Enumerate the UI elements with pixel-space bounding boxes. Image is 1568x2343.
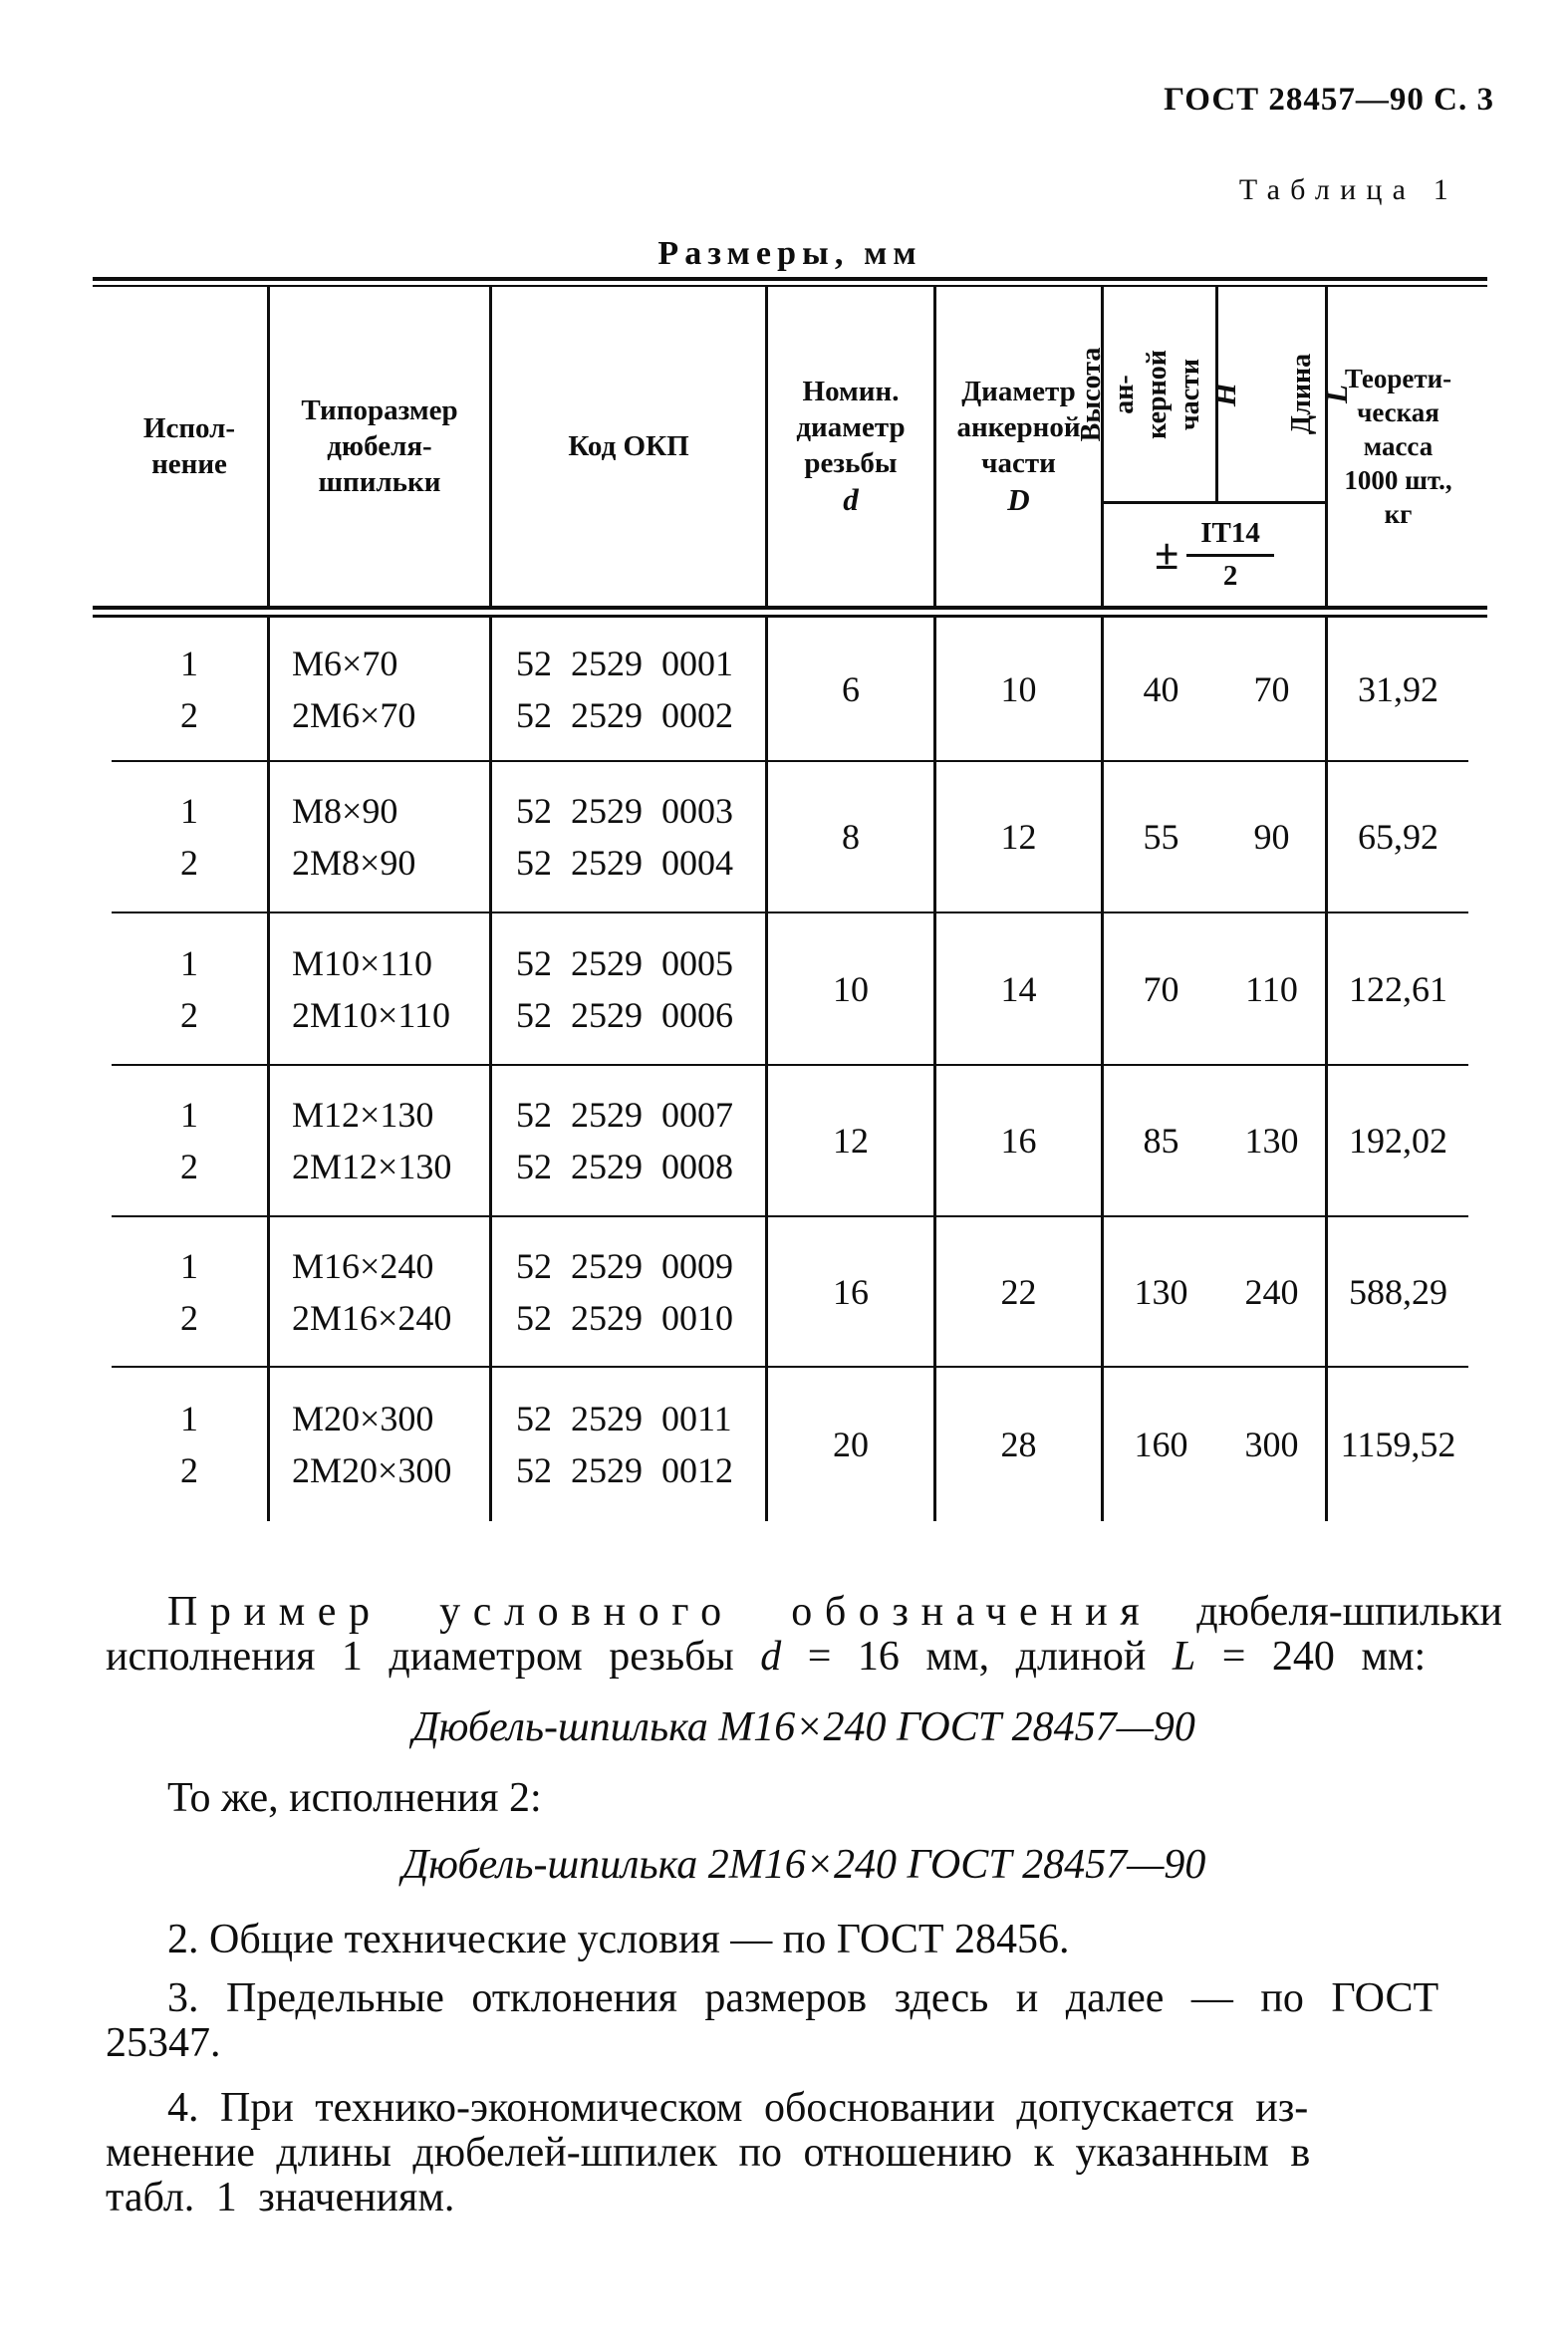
header-anchor-D-label: Диаметр анкерной части (956, 376, 1081, 479)
header-height-H-symbol: Н (1207, 382, 1242, 406)
header-mass: Теорети- ческая масса 1000 шт., кг (1325, 287, 1468, 606)
cell-H: 130 (1134, 1271, 1188, 1312)
header-length-L-symbol: L (1319, 385, 1354, 403)
symbol-d: d (760, 1634, 782, 1680)
cell-H-L: 55 90 (1101, 762, 1325, 913)
header-kod-okp: Код ОКП (489, 287, 765, 606)
cell-okp: 52 2529 0003 52 2529 0004 (489, 762, 765, 913)
designation-example-2: Дюбель-шпилька 2М16×240 ГОСТ 28457—90 (401, 1842, 1206, 1888)
table-body: 1 2 М6×70 2М6×70 52 2529 0001 52 2529 00… (112, 618, 1468, 1521)
table-caption: Таблица 1 (1238, 173, 1458, 206)
clause-4: 4. При технико-экономическом обосновании… (106, 2085, 1311, 2220)
table-title: Размеры, мм (657, 235, 922, 272)
designation-example-1: Дюбель-шпилька М16×240 ГОСТ 28457—90 (412, 1704, 1195, 1750)
cell-L: 110 (1245, 968, 1298, 1009)
cell-ispolnenie: 1 2 (180, 1399, 198, 1490)
example-text-a: дюбеля-шпильки исполнения 1 диаметром ре… (106, 1589, 1502, 1680)
cell-L: 240 (1244, 1271, 1299, 1312)
cell-H-L: 130 240 (1101, 1217, 1325, 1368)
cell-D: 22 (933, 1217, 1101, 1368)
cell-mass: 192,02 (1325, 1066, 1468, 1217)
tolerance-numerator: IT14 (1186, 517, 1274, 557)
tolerance-cell: ± IT14 2 (1104, 501, 1325, 606)
cell-D: 12 (933, 762, 1101, 913)
table-header-row: Испол- нение Типоразмер дюбеля- шпильки … (112, 287, 1468, 606)
header-anchor-D: Диаметр анкерной части D (933, 287, 1101, 606)
cell-H-L: 85 130 (1101, 1066, 1325, 1217)
table-top-rule (93, 277, 1487, 287)
cell-ispolnenie: 1 2 (112, 913, 267, 1066)
cell-D: 14 (933, 913, 1101, 1066)
tolerance-denominator: 2 (1222, 560, 1238, 592)
cell-okp: 52 2529 0005 52 2529 0006 (489, 913, 765, 1066)
cell-H-L: 70 110 (1101, 913, 1325, 1066)
cell-d: 10 (765, 913, 933, 1066)
cell-mass: 122,61 (1325, 913, 1468, 1066)
cell-d: 8 (765, 762, 933, 913)
cell-d: 20 (765, 1368, 933, 1521)
cell-D: 28 (933, 1368, 1101, 1521)
cell-okp: 52 2529 0001 52 2529 0002 (489, 618, 765, 762)
cell-size: М6×70 2М6×70 (267, 618, 489, 762)
header-length-L-label: Длина (1286, 353, 1317, 435)
cell-H-L: 40 70 (1101, 618, 1325, 762)
cell-ispolnenie: 1 2 (112, 1217, 267, 1368)
cell-size: М20×300 2М20×300 (267, 1368, 489, 1521)
cell-H-L: 160 300 (1101, 1368, 1325, 1521)
designation-example-paragraph: Пример условного обозначения дюбеля-шпил… (106, 1590, 1502, 1680)
header-nominal-d-symbol: d (843, 482, 859, 517)
header-H-L-labels: Высота ан- керной части Н Длина L (1076, 287, 1354, 501)
cell-H: 55 (1143, 817, 1179, 857)
cell-L: 300 (1244, 1425, 1299, 1464)
cell-d: 6 (765, 618, 933, 762)
cell-H: 40 (1143, 668, 1179, 709)
header-nominal-d-label: Номин. диаметр резьбы (796, 376, 906, 479)
tolerance-fraction: IT14 2 (1186, 517, 1274, 594)
cell-H: 85 (1143, 1121, 1179, 1161)
clause-2: 2. Общие технические условия — по ГОСТ 2… (167, 1917, 1070, 1962)
cell-L: 90 (1253, 817, 1290, 857)
cell-mass: 31,92 (1325, 618, 1468, 762)
plus-minus-sign: ± (1155, 530, 1179, 579)
symbol-L: L (1172, 1634, 1196, 1680)
header-ispolnenie: Испол- нение (142, 412, 236, 480)
example-lead-in: Пример условного обозначения (167, 1589, 1153, 1635)
header-height-H-label: Высота ан- керной части (1076, 347, 1205, 441)
header-tiporazmer: Типоразмер дюбеля- шпильки (267, 287, 489, 606)
cell-H: 70 (1143, 968, 1179, 1009)
cell-D: 10 (933, 618, 1101, 762)
header-anchor-D-symbol: D (1007, 482, 1030, 517)
notes-block: Пример условного обозначения дюбеля-шпил… (106, 1590, 1502, 2220)
cell-okp: 52 2529 0007 52 2529 0008 (489, 1066, 765, 1217)
cell-okp: 52 2529 0009 52 2529 0010 (489, 1217, 765, 1368)
cell-d: 16 (765, 1217, 933, 1368)
cell-ispolnenie: 1 2 (112, 1066, 267, 1217)
cell-mass: 65,92 (1325, 762, 1468, 913)
header-nominal-d: Номин. диаметр резьбы d (765, 287, 933, 606)
cell-mass: 588,29 (1325, 1217, 1468, 1368)
cell-size: М8×90 2М8×90 (267, 762, 489, 913)
doc-reference: ГОСТ 28457—90 С. 3 (1164, 82, 1494, 118)
same-for-version-2: То же, исполнения 2: (167, 1775, 542, 1821)
cell-H: 160 (1134, 1425, 1188, 1464)
dimension-table: Испол- нение Типоразмер дюбеля- шпильки … (93, 277, 1487, 1521)
cell-d: 12 (765, 1066, 933, 1217)
cell-ispolnenie: 1 2 (112, 618, 267, 762)
cell-L: 130 (1244, 1121, 1299, 1161)
cell-ispolnenie: 1 2 (112, 762, 267, 913)
header-H-L-group: Высота ан- керной части Н Длина L ± IT14 2 (1076, 287, 1354, 606)
example-text-c: = 240 мм: (1195, 1634, 1427, 1680)
cell-size: М12×130 2М12×130 (267, 1066, 489, 1217)
example-text-b: = 16 мм, длиной (781, 1634, 1173, 1680)
cell-size: М10×110 2М10×110 (267, 913, 489, 1066)
header-height-H: Высота ан- керной части Н (1076, 287, 1242, 501)
header-bottom-rule (93, 606, 1487, 618)
cell-mass: 1159,52 (1325, 1368, 1468, 1521)
cell-okp: 52 2529 0011 52 2529 0012 (489, 1368, 765, 1521)
cell-size: М16×240 2М16×240 (267, 1217, 489, 1368)
cell-D: 16 (933, 1066, 1101, 1217)
cell-L: 70 (1253, 668, 1290, 709)
clause-3: 3. Предельные отклонения размеров здесь … (106, 1975, 1439, 2066)
